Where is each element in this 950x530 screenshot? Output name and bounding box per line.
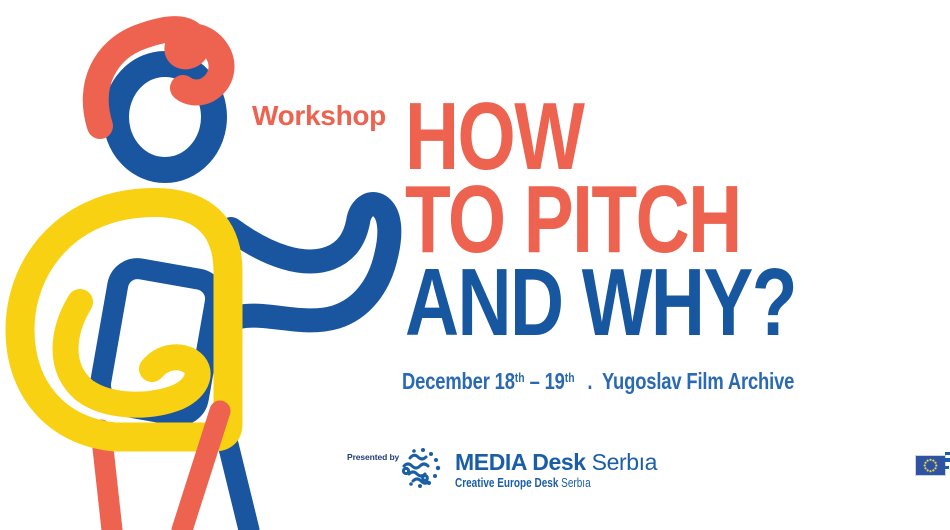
figure-head (103, 51, 227, 183)
date-ordinal-1: th (514, 370, 525, 385)
figure-leg-back (216, 429, 260, 530)
eu-flag-icon (915, 455, 946, 476)
headline-line-3: AND WHY? (405, 249, 798, 356)
workshop-label: Workshop (252, 100, 386, 131)
event-date-range: – 19 (524, 368, 565, 394)
cut-off-text-fragment (945, 458, 950, 462)
cut-off-text-fragment (945, 452, 950, 455)
headline: HOW TO PITCH AND WHY? (405, 83, 906, 356)
media-desk-logo-text: MEDIA Desk Serbıa Creative Europe Desk S… (455, 449, 657, 491)
logo-subtitle: Creative Europe Desk Serbıa (455, 476, 617, 491)
headline-line-1: HOW (405, 83, 585, 190)
logo-title: MEDIA Desk Serbıa (455, 449, 657, 475)
figure-arm (219, 192, 402, 333)
figure-hair (82, 16, 235, 139)
date-ordinal-2: th (564, 370, 575, 385)
dot-separator: . (587, 368, 593, 394)
figure-leg-right (171, 400, 231, 530)
logo-subtitle-bold: Creative Europe Desk (455, 476, 559, 490)
event-details: December 18th – 19th. Yugoslav Film Archi… (402, 364, 892, 395)
event-date: December 18 (402, 368, 515, 394)
figure-torso (5, 188, 243, 452)
logo-title-bold: MEDIA Desk (455, 449, 586, 475)
figure-hand-curl (52, 289, 211, 418)
cut-off-text-fragment (945, 466, 949, 469)
event-venue: Yugoslav Film Archive (601, 368, 795, 394)
logo-subtitle-light: Serbıa (561, 476, 591, 490)
presenter-figure-illustration (5, 16, 402, 530)
headline-line-2: TO PITCH (405, 166, 742, 273)
media-desk-logo-icon (401, 448, 441, 488)
logo-title-light: Serbıa (591, 449, 658, 475)
presented-by-label: Presented by (347, 452, 400, 462)
